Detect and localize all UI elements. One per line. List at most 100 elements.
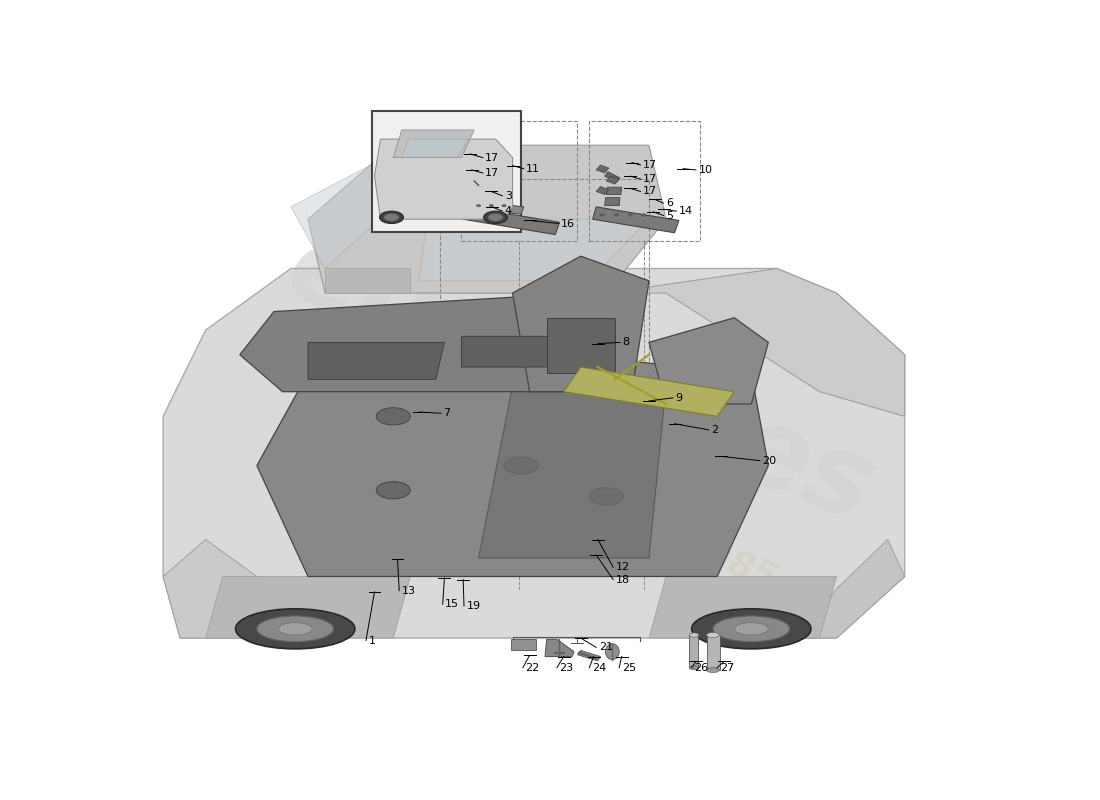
Ellipse shape <box>376 408 410 425</box>
Polygon shape <box>308 342 444 379</box>
Ellipse shape <box>379 211 404 223</box>
Text: 9: 9 <box>675 393 683 403</box>
Text: 24: 24 <box>592 662 606 673</box>
Text: 22: 22 <box>526 662 540 673</box>
Polygon shape <box>649 577 836 638</box>
Polygon shape <box>419 219 649 281</box>
Ellipse shape <box>628 214 632 216</box>
Ellipse shape <box>641 214 646 216</box>
Text: 19: 19 <box>466 601 481 611</box>
Polygon shape <box>326 269 410 293</box>
Polygon shape <box>463 207 560 234</box>
Text: 16: 16 <box>561 218 575 229</box>
Ellipse shape <box>735 622 768 635</box>
Polygon shape <box>476 190 492 198</box>
Ellipse shape <box>488 214 503 222</box>
Text: eurocares: eurocares <box>272 213 890 546</box>
Text: a passion for parts: a passion for parts <box>354 402 723 578</box>
Ellipse shape <box>490 205 494 207</box>
Polygon shape <box>707 635 719 670</box>
Polygon shape <box>649 318 768 404</box>
Text: 14: 14 <box>679 206 693 216</box>
Text: 23: 23 <box>560 662 573 673</box>
Text: since 1985: since 1985 <box>566 483 782 596</box>
Text: 6: 6 <box>666 198 673 208</box>
Polygon shape <box>478 386 666 558</box>
Ellipse shape <box>600 214 604 216</box>
Text: 20: 20 <box>762 456 777 466</box>
Text: 1: 1 <box>368 635 375 646</box>
Bar <box>462 121 576 241</box>
Bar <box>440 179 649 577</box>
Ellipse shape <box>615 214 618 216</box>
Polygon shape <box>596 165 609 173</box>
Text: 12: 12 <box>616 562 630 572</box>
Ellipse shape <box>476 205 481 207</box>
Text: 27: 27 <box>719 662 734 673</box>
Ellipse shape <box>484 211 507 223</box>
Polygon shape <box>605 172 620 182</box>
Ellipse shape <box>502 205 506 207</box>
Ellipse shape <box>690 633 698 637</box>
Polygon shape <box>513 256 649 392</box>
Polygon shape <box>470 201 524 214</box>
Polygon shape <box>593 207 679 233</box>
Polygon shape <box>465 168 478 176</box>
Ellipse shape <box>590 488 624 505</box>
Polygon shape <box>290 158 394 269</box>
Text: 17: 17 <box>644 160 657 170</box>
Polygon shape <box>606 187 621 194</box>
Polygon shape <box>374 139 513 219</box>
Ellipse shape <box>706 668 719 673</box>
Polygon shape <box>474 179 488 190</box>
Polygon shape <box>206 577 410 638</box>
Polygon shape <box>605 198 620 206</box>
Text: 10: 10 <box>698 165 713 175</box>
Ellipse shape <box>504 457 538 474</box>
Polygon shape <box>578 650 601 661</box>
Polygon shape <box>606 269 904 416</box>
Ellipse shape <box>235 609 355 649</box>
Text: 17: 17 <box>644 174 657 184</box>
Polygon shape <box>803 539 904 638</box>
Text: 5: 5 <box>666 210 673 221</box>
Polygon shape <box>596 186 609 194</box>
Polygon shape <box>547 318 615 373</box>
Text: 21: 21 <box>598 642 613 652</box>
Polygon shape <box>510 639 537 650</box>
Text: 25: 25 <box>621 662 636 673</box>
Ellipse shape <box>605 644 619 660</box>
Text: 3: 3 <box>505 190 512 201</box>
Text: 26: 26 <box>694 662 708 673</box>
Text: 4: 4 <box>505 206 513 216</box>
Text: 13: 13 <box>402 586 416 596</box>
Ellipse shape <box>690 666 698 670</box>
Ellipse shape <box>713 616 790 642</box>
Text: 2: 2 <box>712 425 718 435</box>
Bar <box>458 306 631 577</box>
Polygon shape <box>606 176 619 184</box>
Text: 7: 7 <box>443 408 451 418</box>
Text: 18: 18 <box>616 574 630 585</box>
Polygon shape <box>462 336 572 367</box>
Ellipse shape <box>256 616 333 642</box>
Polygon shape <box>163 539 290 638</box>
Ellipse shape <box>278 622 312 635</box>
Text: 17: 17 <box>644 186 657 197</box>
Ellipse shape <box>384 214 399 222</box>
Polygon shape <box>544 639 574 657</box>
Text: 17: 17 <box>485 153 499 162</box>
Polygon shape <box>308 146 666 293</box>
Text: 11: 11 <box>526 164 540 174</box>
Polygon shape <box>563 367 735 416</box>
Polygon shape <box>257 354 768 577</box>
Text: 15: 15 <box>446 599 460 610</box>
Ellipse shape <box>376 482 410 499</box>
Text: 17: 17 <box>485 168 499 178</box>
Polygon shape <box>394 130 474 158</box>
Ellipse shape <box>706 633 719 638</box>
Polygon shape <box>465 158 478 166</box>
Bar <box>590 121 701 241</box>
Bar <box>372 111 521 231</box>
Text: 8: 8 <box>623 338 629 347</box>
